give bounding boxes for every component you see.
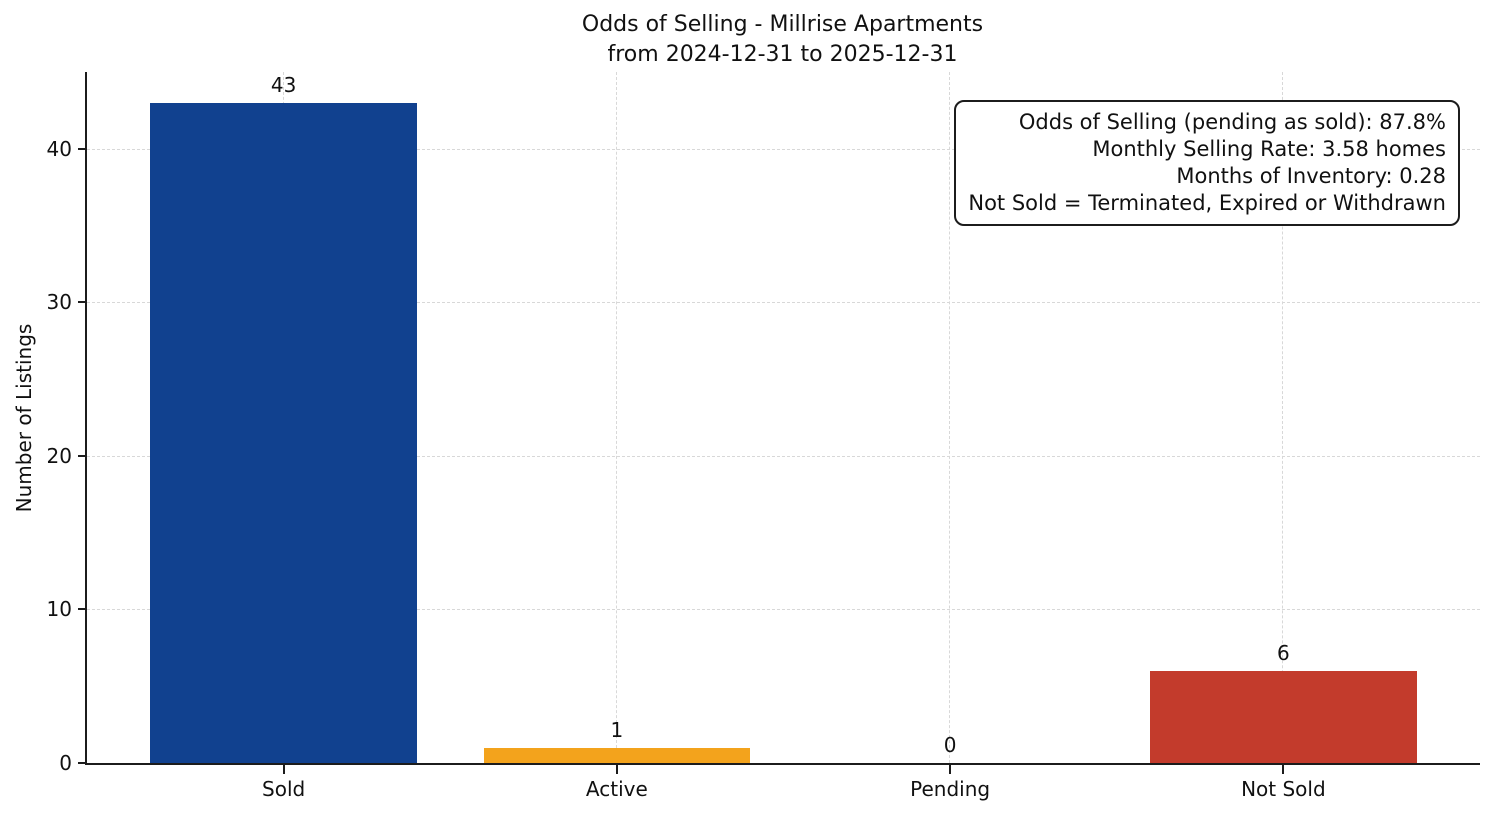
- chart-subtitle: from 2024-12-31 to 2025-12-31: [607, 42, 958, 67]
- bar-value-label: 1: [610, 717, 624, 742]
- annotation-line: Not Sold = Terminated, Expired or Withdr…: [968, 191, 1446, 215]
- bar-value-label: 6: [1277, 640, 1290, 665]
- bar-active: [483, 747, 751, 763]
- vertical-gridline: [615, 72, 617, 763]
- y-axis-tick: [78, 608, 87, 611]
- y-tick-label: 10: [46, 597, 72, 622]
- chart-title: Odds of Selling - Millrise Apartments: [581, 12, 984, 37]
- y-tick-label: 0: [59, 751, 72, 775]
- x-tick-label-pending: Pending: [910, 777, 991, 801]
- bar-sold: [150, 102, 417, 763]
- bar-value-label: 43: [270, 72, 297, 97]
- y-axis-tick: [78, 762, 87, 764]
- vertical-gridline: [949, 72, 951, 763]
- x-axis-tick: [949, 765, 952, 774]
- y-axis-tick: [78, 454, 87, 457]
- annotation-line: Monthly Selling Rate: 3.58 homes: [1092, 137, 1446, 161]
- y-tick-label: 20: [46, 443, 72, 468]
- y-axis-tick: [78, 147, 87, 150]
- y-tick-label: 30: [46, 290, 72, 315]
- horizontal-gridline: [87, 148, 1480, 150]
- horizontal-gridline: [87, 609, 1480, 611]
- x-axis-tick: [615, 765, 618, 774]
- horizontal-gridline: [87, 302, 1480, 304]
- y-tick-label: 40: [46, 136, 72, 161]
- horizontal-gridline: [87, 455, 1480, 457]
- bar-not-sold: [1150, 670, 1417, 763]
- annotation-line: Odds of Selling (pending as sold): 87.8%: [1018, 110, 1446, 134]
- plot-area: 0 10 20 30 40 43 Sold 1 Active 0 Pending 6 Not Sold: [47, 72, 1480, 801]
- chart-title-block: Odds of Selling - Millrise Apartments fr…: [85, 10, 1480, 70]
- x-axis-tick: [282, 765, 285, 774]
- bar-value-label: 0: [943, 733, 957, 757]
- vertical-gridline: [1282, 72, 1284, 763]
- annotation-box: Odds of Selling (pending as sold): 87.8%…: [954, 100, 1460, 226]
- x-tick-label-active: Active: [585, 777, 648, 801]
- y-axis-label: Number of Listings: [12, 323, 36, 513]
- y-axis-tick: [78, 301, 87, 304]
- annotation-line: Months of Inventory: 0.28: [1176, 164, 1446, 188]
- x-tick-label-sold: Sold: [262, 777, 306, 801]
- x-axis-tick: [1282, 765, 1285, 774]
- x-tick-label-not-sold: Not Sold: [1241, 777, 1326, 801]
